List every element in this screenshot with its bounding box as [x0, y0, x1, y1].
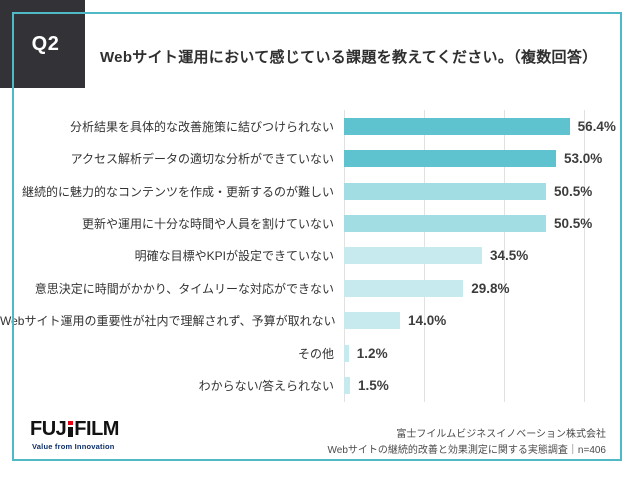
- bar: [344, 117, 570, 135]
- category-label: 明確な目標やKPIが設定できていない: [134, 249, 334, 264]
- value-label: 14.0%: [408, 313, 447, 329]
- bar-track: 50.5%: [344, 182, 640, 200]
- value-label: 56.4%: [577, 118, 616, 134]
- source-company: 富士フイルムビジネスイノベーション株式会社: [396, 429, 606, 440]
- bar: [344, 312, 400, 330]
- chart-row: Webサイト運用の重要性が社内で理解されず、予算が取れない 14.0%: [0, 305, 640, 337]
- chart-rows: 分析結果を具体的な改善施策に結びつけられない 56.4% アクセス解析データの適切な…: [0, 110, 640, 402]
- question-number: Q2: [31, 32, 60, 55]
- chart-row: その他 1.2%: [0, 337, 640, 369]
- category-label: わからない/答えられない: [198, 379, 334, 394]
- bar-track: 56.4%: [344, 117, 640, 135]
- chart-row: 継続的に魅力的なコンテンツを作成・更新するのが難しい 50.5%: [0, 175, 640, 207]
- bar-track: 50.5%: [344, 215, 640, 233]
- bar-track: 29.8%: [344, 279, 640, 297]
- bar: [344, 150, 556, 168]
- value-label: 29.8%: [471, 280, 510, 296]
- value-label: 1.5%: [358, 378, 389, 394]
- bar-track: 14.0%: [344, 312, 640, 330]
- bar: [344, 215, 546, 233]
- chart-row: 更新や運用に十分な時間や人員を割けていない 50.5%: [0, 207, 640, 239]
- logo-tagline: Value from Innovation: [32, 442, 115, 451]
- bar: [344, 279, 464, 297]
- bar: [344, 247, 482, 265]
- chart-row: 分析結果を具体的な改善施策に結びつけられない 56.4%: [0, 110, 640, 142]
- bar-track: 34.5%: [344, 247, 640, 265]
- source-survey: Webサイトの継続的改善と効果測定に関する実態調査｜n=406: [327, 444, 606, 456]
- bar: [344, 344, 349, 362]
- bar: [344, 182, 546, 200]
- bar-track: 53.0%: [344, 150, 640, 168]
- gridline: [584, 110, 585, 402]
- question-title: Webサイト運用において感じている課題を教えてください。（複数回答）: [100, 49, 598, 66]
- category-label: その他: [297, 346, 334, 361]
- value-label: 50.5%: [554, 216, 593, 232]
- category-label: Webサイト運用の重要性が社内で理解されず、予算が取れない: [0, 314, 336, 329]
- chart-row: アクセス解析データの適切な分析ができていない 53.0%: [0, 142, 640, 174]
- category-label: 分析結果を具体的な改善施策に結びつけられない: [69, 119, 334, 134]
- question-number-badge: Q2: [0, 0, 85, 88]
- value-label: 50.5%: [554, 183, 593, 199]
- fujifilm-logo: FUJ FILM Value from Innovation: [30, 419, 119, 451]
- bar: [344, 377, 350, 395]
- chart-row: 意思決定に時間がかかり、タイムリーな対応ができない 29.8%: [0, 272, 640, 304]
- category-label: 意思決定に時間がかかり、タイムリーな対応ができない: [34, 281, 334, 296]
- category-label: 更新や運用に十分な時間や人員を割けていない: [81, 217, 334, 232]
- value-label: 53.0%: [564, 151, 603, 167]
- bar-chart: 分析結果を具体的な改善施策に結びつけられない 56.4% アクセス解析データの適切な…: [0, 110, 640, 402]
- logo-text-right: FILM: [74, 418, 119, 440]
- gridline: [504, 110, 505, 402]
- chart-row: 明確な目標やKPIが設定できていない 34.5%: [0, 240, 640, 272]
- value-label: 34.5%: [490, 248, 529, 264]
- logo-red-i-icon: [67, 420, 73, 438]
- fujifilm-wordmark: FUJ FILM: [30, 419, 119, 439]
- chart-row: わからない/答えられない 1.5%: [0, 370, 640, 402]
- bar-track: 1.2%: [344, 344, 640, 362]
- logo-text-left: FUJ: [30, 418, 67, 440]
- value-label: 1.2%: [356, 345, 388, 361]
- category-label: 継続的に魅力的なコンテンツを作成・更新するのが難しい: [21, 184, 334, 199]
- category-label: アクセス解析データの適切な分析ができていない: [70, 152, 334, 167]
- source-note: 富士フイルムビジネスイノベーション株式会社 Webサイトの継続的改善と効果測定に…: [328, 427, 606, 458]
- bar-track: 1.5%: [344, 377, 640, 395]
